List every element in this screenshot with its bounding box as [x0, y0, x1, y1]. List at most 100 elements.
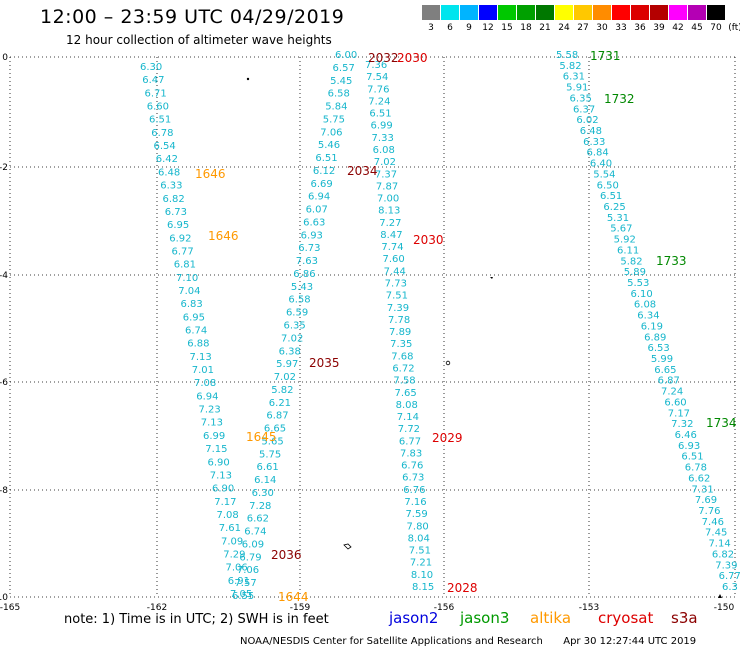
altimeter-tracks: 6.306.476.716.606.516.786.546.426.486.33…	[140, 50, 740, 602]
wave-height-label: 6.30	[140, 62, 162, 73]
wave-height-label: 6.77	[719, 571, 740, 582]
wave-height-label: 7.83	[400, 448, 422, 459]
wave-height-label: 7.14	[708, 539, 730, 550]
wave-height-label: 5.54	[593, 169, 615, 180]
wave-height-label: 7.05	[230, 589, 252, 600]
wave-height-label: 7.51	[409, 546, 431, 557]
pass-time-label: 1734	[706, 416, 737, 430]
wave-height-label: 6.91	[228, 576, 250, 587]
pass-time-label: 2035	[309, 356, 340, 370]
wave-height-label: 6.90	[208, 457, 230, 468]
wave-height-label: 5.89	[624, 267, 646, 278]
wave-height-label: 6.86	[293, 269, 315, 280]
track-2: 6.006.575.456.585.845.757.065.466.516.12…	[232, 50, 357, 602]
x-tick-label: -150	[714, 603, 735, 613]
wave-height-label: 5.45	[330, 76, 352, 87]
wave-height-label: 6.95	[167, 220, 189, 231]
scale-swatch	[612, 5, 630, 20]
wave-height-label: 6.46	[675, 430, 697, 441]
wave-height-label: 5.43	[291, 282, 313, 293]
wave-height-label: 5.82	[559, 61, 581, 72]
scale-label: 30	[596, 23, 608, 33]
wave-height-label: 7.06	[226, 563, 248, 574]
wave-height-label: 5.99	[651, 354, 673, 365]
wave-height-label: 6.62	[247, 514, 269, 525]
wave-height-label: 6.87	[266, 411, 288, 422]
wave-height-label: 7.10	[176, 273, 198, 284]
wave-height-label: 7.63	[296, 256, 318, 267]
x-tick-label: -159	[290, 603, 311, 613]
wave-height-label: 7.73	[385, 279, 407, 290]
wave-height-label: 7.28	[249, 501, 271, 512]
wave-height-label: 7.89	[389, 327, 411, 338]
wave-height-label: 6.21	[269, 398, 291, 409]
wave-height-label: 7.57	[234, 578, 256, 589]
island-outline	[343, 543, 352, 550]
wave-height-label: 6.63	[303, 217, 325, 228]
wave-height-label: 8.15	[412, 582, 434, 593]
scale-swatch	[593, 5, 611, 20]
wave-height-label: 6.94	[196, 391, 218, 402]
wave-height-label: 6.58	[288, 295, 310, 306]
scale-label: 12	[482, 23, 494, 33]
wave-height-label: 8.08	[396, 400, 418, 411]
wave-height-label: 7.04	[178, 286, 200, 297]
mission-name: cryosat	[598, 609, 654, 627]
scale-swatch	[536, 5, 554, 20]
wave-height-label: 7.02	[281, 333, 303, 344]
wave-height-label: 7.32	[671, 419, 693, 430]
wave-height-label: 7.54	[366, 72, 388, 83]
pass-time-label: 2030	[413, 233, 444, 247]
wave-height-label: 7.24	[368, 96, 390, 107]
mission-name: jason2	[389, 609, 439, 627]
island-arrow	[718, 594, 722, 598]
wave-height-label: 6.77	[399, 436, 421, 447]
wave-height-label: 6.94	[308, 192, 330, 203]
wave-height-label: 6.09	[242, 539, 264, 550]
scale-label: 15	[501, 23, 513, 33]
wave-height-label: 7.46	[702, 517, 724, 528]
wave-height-label: 6.25	[603, 202, 625, 213]
wave-height-label: 5.97	[276, 359, 298, 370]
wave-height-label: 7.17	[214, 497, 236, 508]
wave-height-label: 6.78	[151, 128, 173, 139]
wave-height-label: 7.87	[376, 181, 398, 192]
scale-swatch	[631, 5, 649, 20]
x-tick-label: -156	[434, 603, 455, 613]
scale-label: 33	[615, 23, 627, 33]
wave-height-label: 7.51	[386, 291, 408, 302]
wave-height-label: 6.10	[631, 289, 653, 300]
wave-height-label: 6.54	[154, 141, 176, 152]
x-tick-label: -153	[579, 603, 599, 613]
pass-time-label: 2036	[271, 548, 302, 562]
credit-text: NOAA/NESDIS Center for Satellite Applica…	[240, 636, 543, 647]
wave-height-label: 7.33	[372, 133, 394, 144]
wave-height-label: 7.14	[397, 412, 419, 423]
wave-height-label: 6.73	[165, 207, 187, 218]
wave-height-label: 5.67	[610, 224, 632, 235]
pass-time-label: 1644	[278, 590, 309, 604]
wave-height-label: 8.10	[411, 570, 433, 581]
wave-height-label: 6.88	[187, 339, 209, 350]
wave-height-label: 7.17	[668, 408, 690, 419]
scale-swatch	[517, 5, 535, 20]
wave-height-label: 7.76	[698, 506, 720, 517]
wave-height-label: 6.35	[570, 93, 592, 104]
wave-height-label: 7.02	[274, 372, 296, 383]
wave-height-label: 6.02	[576, 115, 598, 126]
wave-height-label: 6.47	[142, 75, 164, 86]
wave-height-label: 6.74	[185, 326, 207, 337]
wave-height-label: 6.87	[658, 376, 680, 387]
wave-height-label: 6.34	[637, 311, 659, 322]
wave-height-label: 6.83	[181, 299, 203, 310]
wave-height-label: 6.90	[212, 484, 234, 495]
latitude-tick-labels: 0 -2 -4 -6 -8 -10	[0, 53, 8, 603]
wave-height-label: 8.47	[380, 230, 402, 241]
wave-height-label: 7.16	[404, 497, 426, 508]
wave-height-label: 8.04	[408, 533, 430, 544]
x-tick-label: -162	[147, 603, 167, 613]
wave-height-label: 7.65	[395, 388, 417, 399]
wave-height-label: 6.76	[401, 461, 423, 472]
wave-height-label: 7.44	[384, 266, 406, 277]
pass-time-label: 1645	[246, 430, 277, 444]
